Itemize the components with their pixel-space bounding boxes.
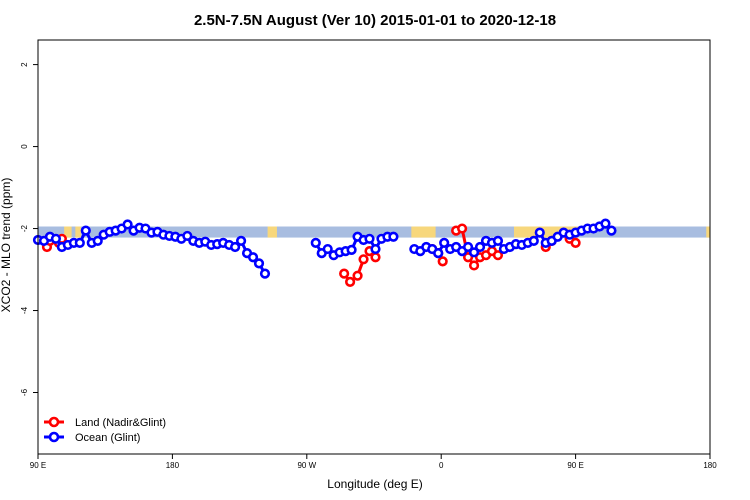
data-point-ocean — [80, 225, 91, 236]
data-point-ocean — [50, 233, 62, 244]
legend-marker-ocean — [48, 431, 60, 443]
map-band-land — [706, 226, 710, 238]
data-point-ocean — [364, 233, 375, 244]
data-point-ocean — [474, 241, 486, 253]
legend-marker-land — [48, 416, 60, 428]
map-band-land — [267, 226, 277, 238]
axes: 90 E 180 90 W 0 90 E 180 2 0 -2 -4 -6 — [20, 62, 717, 470]
map-band-land — [75, 226, 81, 238]
y-tick-label: -4 — [20, 306, 29, 314]
data-point-land — [492, 250, 504, 261]
data-point-land — [352, 270, 363, 281]
data-point-land — [339, 268, 350, 279]
data-point-ocean — [310, 237, 321, 249]
data-point-land — [468, 260, 480, 271]
data-point-ocean — [235, 235, 247, 246]
data-point-ocean — [468, 247, 480, 258]
data-point-ocean — [92, 235, 103, 246]
data-point-ocean — [388, 231, 399, 242]
x-axis-label: Longitude (deg E) — [327, 477, 422, 491]
y-tick-label: 0 — [20, 144, 29, 149]
map-band-ocean — [38, 226, 710, 238]
chart-title: 2.5N-7.5N August (Ver 10) 2015-01-01 to … — [194, 12, 556, 29]
data-point-ocean — [259, 268, 271, 279]
legend-label-ocean: Ocean (Glint) — [75, 432, 140, 444]
x-tick-label: 90 E — [567, 461, 583, 470]
x-tick-label: 0 — [439, 461, 444, 470]
data-point-ocean — [74, 237, 85, 249]
data-point-ocean — [322, 243, 333, 255]
data-point-ocean — [528, 235, 539, 246]
map-band-land — [411, 226, 436, 238]
data-point-land — [358, 254, 369, 265]
data-point-land — [345, 276, 356, 287]
data-point-land — [570, 237, 581, 249]
map-band — [38, 226, 710, 238]
data-point-ocean — [606, 225, 617, 236]
series-layer — [32, 218, 617, 287]
y-tick-label: -6 — [20, 388, 29, 396]
data-point-ocean — [122, 219, 133, 230]
y-axis-label: XCO2 - MLO trend (ppm) — [0, 178, 13, 313]
y-tick-label: -2 — [20, 224, 29, 232]
data-point-land — [370, 252, 381, 263]
data-point-land — [437, 256, 448, 267]
x-tick-label: 90 W — [297, 461, 316, 470]
x-tick-label: 90 E — [30, 461, 46, 470]
legend-label-land: Land (Nadir&Glint) — [75, 417, 166, 429]
data-point-ocean — [492, 235, 504, 246]
data-point-ocean — [346, 244, 357, 255]
map-band-land — [514, 226, 580, 238]
data-point-ocean — [600, 218, 611, 229]
data-point-ocean — [534, 227, 545, 238]
data-point-ocean — [247, 252, 259, 263]
map-band-land — [64, 226, 72, 238]
data-point-land — [457, 223, 468, 234]
data-point-ocean — [439, 237, 450, 249]
y-tick-label: 2 — [20, 62, 29, 67]
data-point-ocean — [462, 241, 474, 253]
x-tick-label: 180 — [703, 461, 717, 470]
x-tick-label: 180 — [166, 461, 180, 470]
data-point-ocean — [370, 243, 381, 255]
legend: Land (Nadir&Glint) Ocean (Glint) — [44, 416, 166, 444]
data-point-ocean — [253, 258, 265, 269]
data-point-ocean — [230, 241, 241, 253]
data-point-ocean — [433, 248, 444, 259]
plot-frame — [37, 39, 711, 455]
